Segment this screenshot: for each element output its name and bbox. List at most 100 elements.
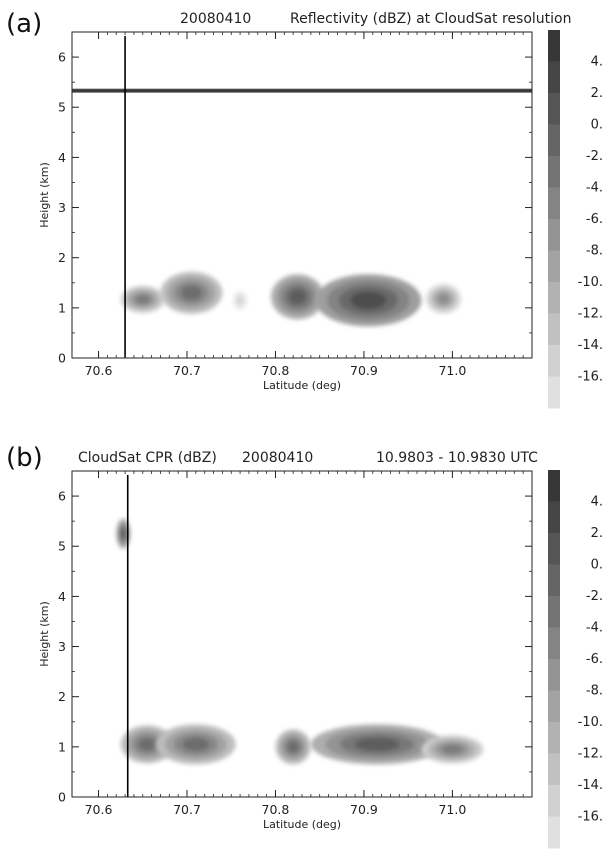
x-axis-label: Latitude (deg) (263, 379, 341, 392)
chart-title-part: CloudSat CPR (dBZ) (78, 450, 217, 466)
x-tick-label: 70.9 (350, 802, 378, 817)
colorbar-swatch (548, 250, 560, 283)
colorbar-label: 4. (591, 495, 603, 510)
y-tick-label: 4 (58, 150, 66, 165)
colorbar-swatch (548, 722, 560, 754)
colorbar-swatch (548, 313, 560, 346)
cloud-layer-core (72, 89, 532, 92)
x-tick-label: 71.0 (438, 802, 466, 817)
colorbar-swatch (548, 470, 560, 502)
y-axis-label: Height (km) (38, 162, 51, 228)
blob-shell (441, 744, 463, 755)
y-tick-label: 6 (58, 489, 66, 504)
blob-shell (120, 528, 126, 539)
reflectivity-blob (160, 271, 223, 314)
colorbar-label: 2. (591, 86, 603, 101)
colorbar-label: -10. (578, 715, 603, 730)
blob-shell (287, 740, 300, 753)
chart-title-part: Reflectivity (dBZ) at CloudSat resolutio… (290, 11, 572, 27)
x-tick-label: 70.6 (85, 802, 113, 817)
colorbar-label: -12. (578, 307, 603, 322)
colorbar-swatch (548, 690, 560, 723)
colorbar-swatch (548, 345, 560, 377)
colorbar-label: -14. (578, 778, 603, 793)
x-tick-label: 70.7 (173, 802, 201, 817)
blob-shell (182, 737, 210, 752)
colorbar-swatch (548, 659, 560, 691)
colorbar-swatch (548, 219, 560, 251)
colorbar-swatch (548, 533, 560, 565)
x-tick-label: 70.9 (350, 363, 378, 378)
reflectivity-blob (120, 725, 174, 764)
colorbar-swatch (548, 785, 560, 817)
colorbar-swatch (548, 156, 560, 188)
blob-shell (354, 737, 400, 752)
colorbar-label: 0. (591, 558, 603, 573)
reflectivity-blob (310, 724, 444, 765)
panel-b: (b) CloudSat CPR (dBZ) 20080410 10.9803 - 1… (6, 443, 603, 849)
reflectivity-blob (271, 274, 325, 320)
colorbar-label: 0. (591, 118, 603, 133)
colorbar-label: -4. (586, 181, 603, 196)
y-tick-label: 3 (58, 200, 66, 215)
colorbar-swatch (548, 816, 560, 849)
colorbar: 4. 2. 0. -2. -4. -6. -8. -10. -12. -14. -16. (548, 30, 603, 409)
reflectivity-blob (116, 518, 131, 549)
colorbar: 4. 2. 0. -2. -4. -6. -8. -10. -12. -14. -16. (548, 470, 603, 849)
blob-shell (138, 737, 157, 751)
colorbar-label: -8. (586, 684, 603, 699)
y-axis-label: Height (km) (38, 601, 51, 667)
y-tick-label: 2 (58, 250, 66, 265)
reflectivity-blob (425, 283, 462, 314)
reflectivity-blob (421, 735, 484, 764)
colorbar-swatch (548, 501, 560, 534)
colorbar-swatch (548, 30, 560, 62)
colorbar-swatch (548, 564, 560, 597)
y-tick-label: 5 (58, 100, 66, 115)
y-tick-label: 3 (58, 639, 66, 654)
reflectivity-blob (120, 285, 165, 313)
y-tick-label: 6 (58, 50, 66, 65)
blob-shell (180, 285, 202, 300)
colorbar-label: -6. (586, 212, 603, 227)
y-tick-label: 0 (58, 790, 66, 805)
colorbar-swatch (548, 753, 560, 786)
colorbar-label: -16. (578, 370, 603, 385)
colorbar-label: -16. (578, 810, 603, 825)
chart-title-part: 20080410 (242, 450, 313, 466)
colorbar-label: -2. (586, 149, 603, 164)
x-tick-label: 71.0 (438, 363, 466, 378)
colorbar-swatch (548, 282, 560, 314)
x-tick-label: 70.8 (262, 363, 290, 378)
colorbar-label: -8. (586, 244, 603, 259)
blob-shell (237, 297, 243, 304)
blob-shell (135, 294, 151, 304)
colorbar-label: 2. (591, 526, 603, 541)
colorbar-swatch (548, 93, 560, 125)
colorbar-label: 4. (591, 55, 603, 70)
x-tick-label: 70.8 (262, 802, 290, 817)
colorbar-label: -10. (578, 275, 603, 290)
y-tick-label: 4 (58, 589, 66, 604)
reflectivity-blob (315, 274, 422, 327)
colorbar-label: -4. (586, 621, 603, 636)
panel-label: (a) (6, 9, 42, 39)
y-tick-label: 5 (58, 539, 66, 554)
reflectivity-blob (156, 724, 236, 765)
y-tick-label: 1 (58, 300, 66, 315)
panel-a: (a) 20080410 Reflectivity (dBZ) at CloudSa… (6, 9, 603, 409)
colorbar-swatch (548, 124, 560, 157)
colorbar-label: -12. (578, 747, 603, 762)
x-tick-label: 70.7 (173, 363, 201, 378)
y-tick-label: 0 (58, 351, 66, 366)
blob-shell (350, 291, 387, 310)
y-tick-label: 1 (58, 739, 66, 754)
chart-title-part: 20080410 (180, 11, 251, 27)
colorbar-swatch (548, 187, 560, 220)
data-layer (72, 88, 532, 327)
reflectivity-blob (233, 291, 248, 310)
colorbar-swatch (548, 376, 560, 409)
colorbar-swatch (548, 627, 560, 660)
blob-shell (288, 289, 307, 305)
